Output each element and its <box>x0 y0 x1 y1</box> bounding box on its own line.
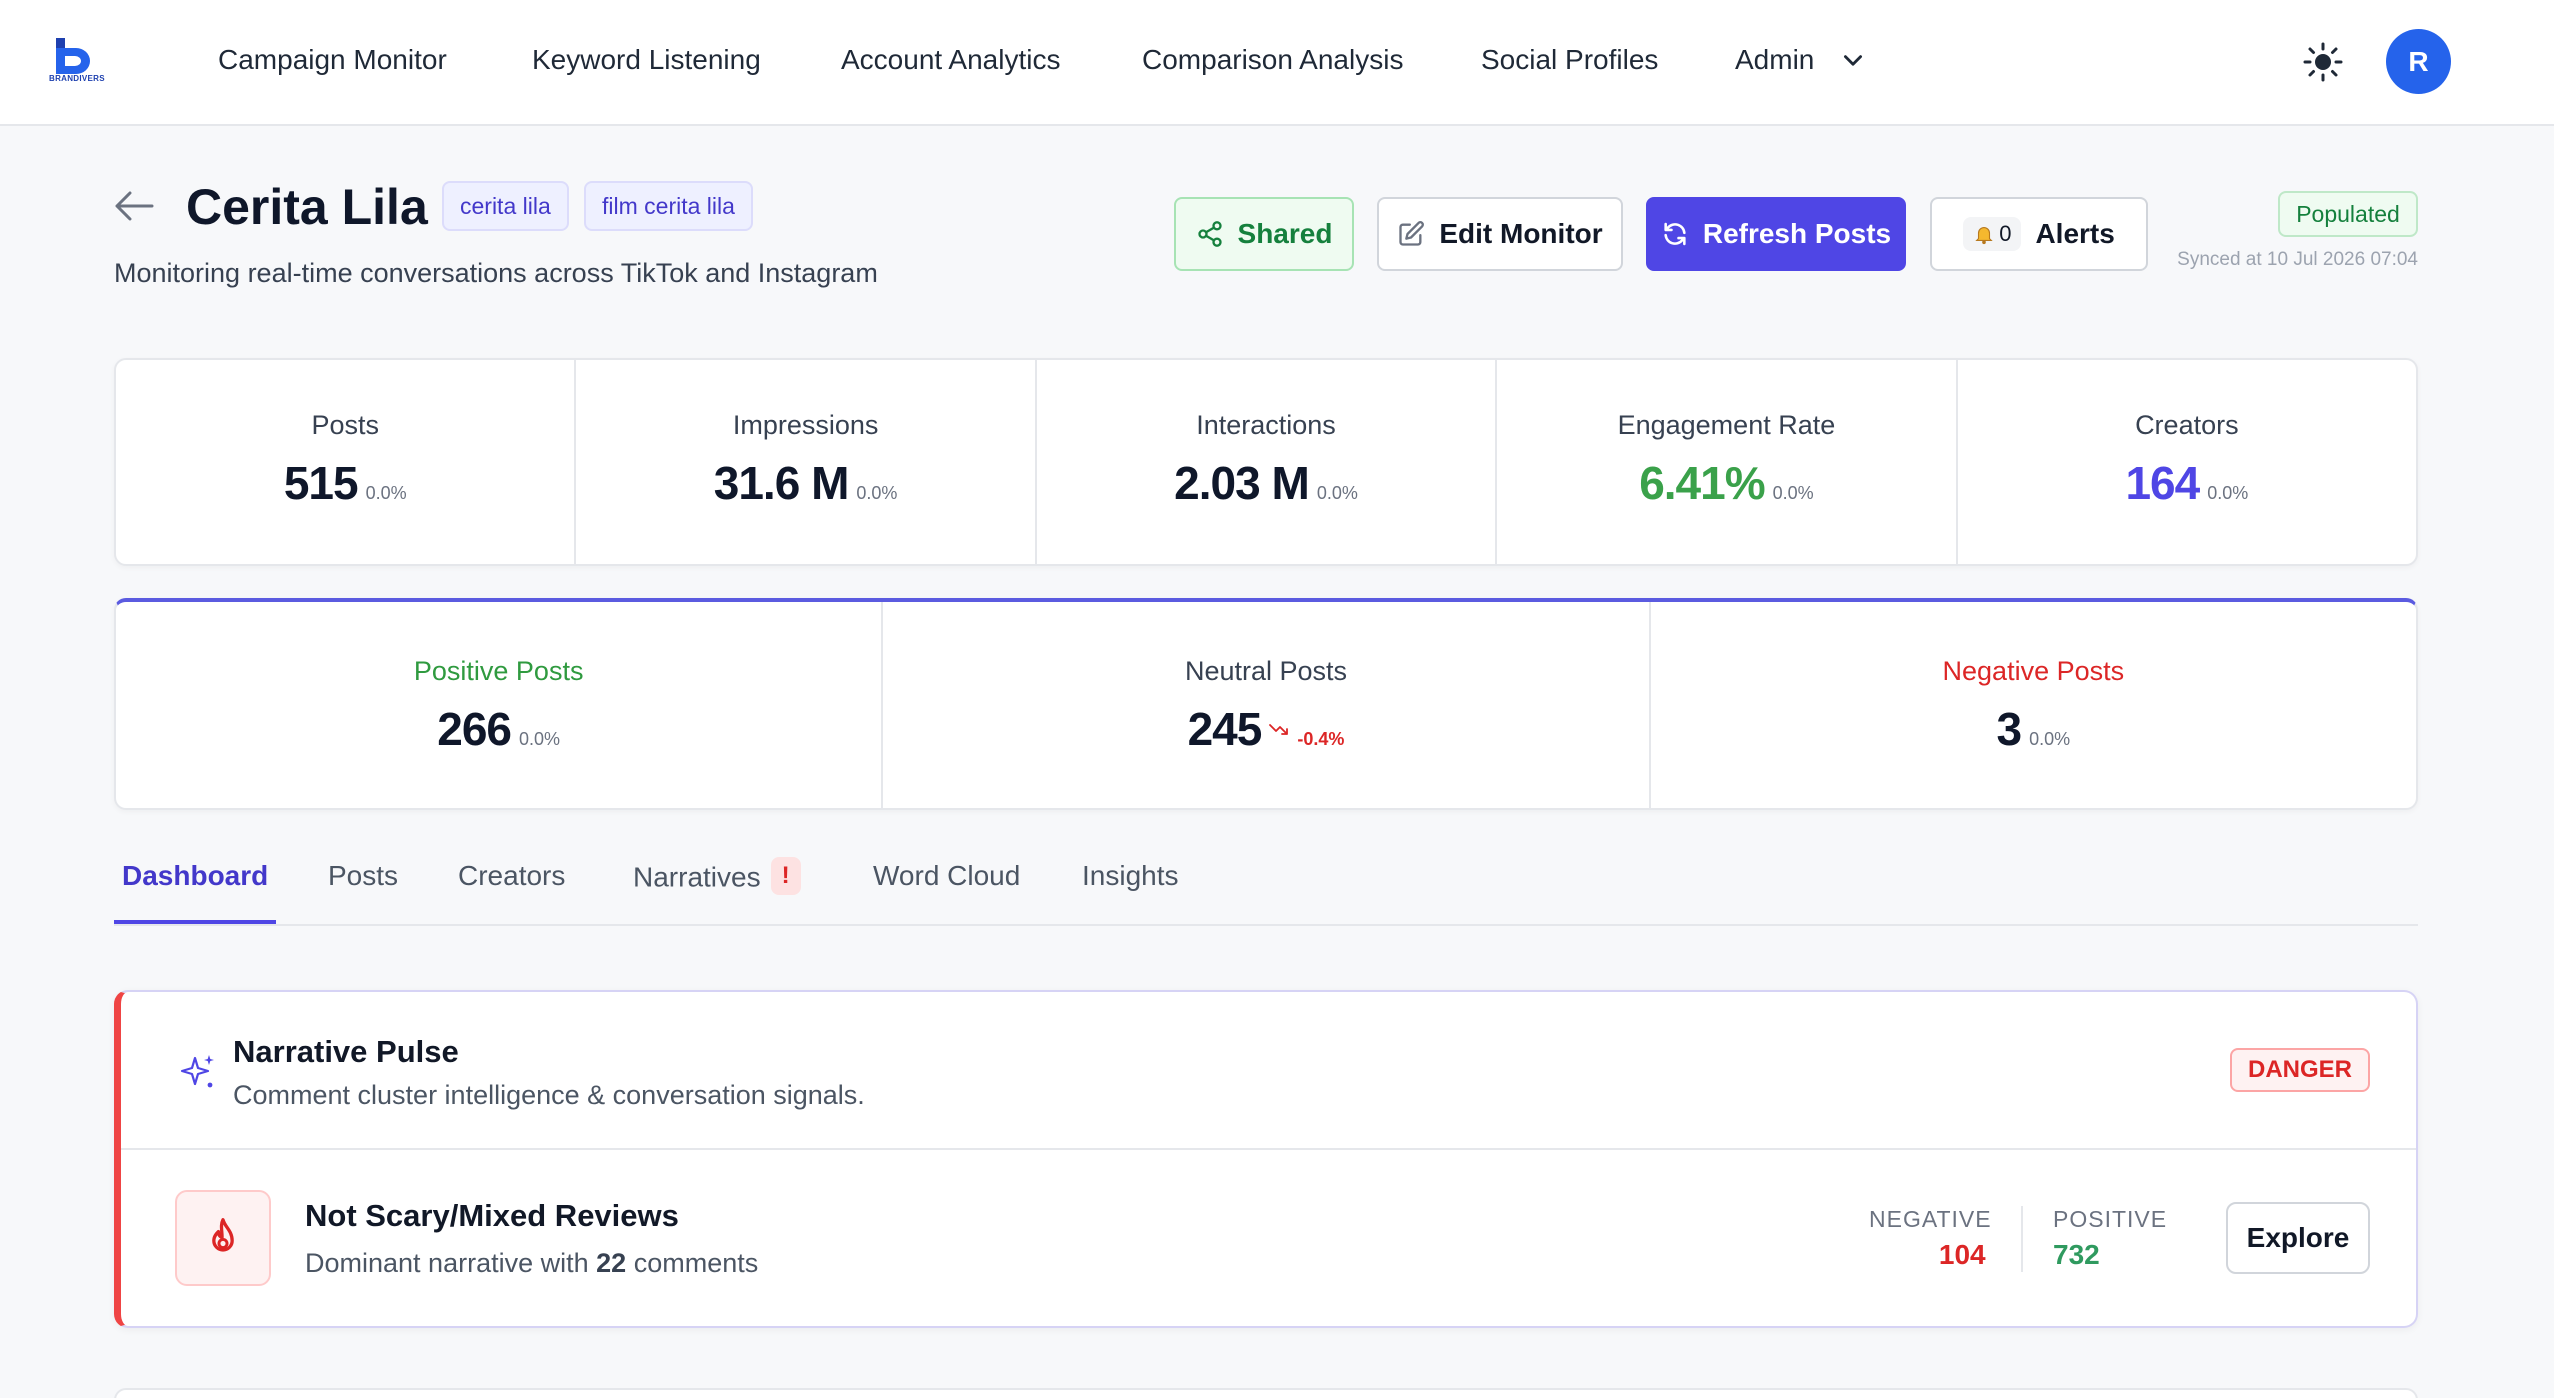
fire-icon <box>212 1218 234 1252</box>
explore-button[interactable]: Explore <box>2226 1202 2370 1274</box>
stat-change: 0.0% <box>2207 483 2249 503</box>
share-icon <box>1197 221 1222 247</box>
alerts-label: Alerts <box>2035 218 2115 249</box>
positive-metric: POSITIVE 732 <box>2053 1206 2167 1271</box>
nav-campaign-monitor[interactable]: Campaign Monitor <box>218 44 447 75</box>
tab-bar: Dashboard Posts Creators Narratives! Wor… <box>114 852 2418 926</box>
refresh-posts-label: Refresh Posts <box>1702 218 1892 249</box>
refresh-posts-button[interactable]: Refresh Posts <box>1646 197 1906 271</box>
page-title: Cerita Lila <box>186 179 428 235</box>
alerts-count: 0 <box>1999 221 2012 246</box>
positive-value: 732 <box>2053 1239 2100 1270</box>
metric-divider <box>2021 1206 2023 1272</box>
edit-icon <box>1399 221 1425 246</box>
negative-value: 104 <box>1938 1239 1986 1270</box>
stat-positive-posts: Positive Posts 266 0.0% <box>116 602 884 808</box>
alerts-button[interactable]: 0 Alerts <box>1930 197 2148 271</box>
shared-button-label: Shared <box>1237 218 1333 249</box>
sentiment-stats-card: Positive Posts 266 0.0% Neutral Posts 24… <box>114 598 2418 810</box>
warning-badge: ! <box>770 857 801 895</box>
user-avatar[interactable]: R <box>2386 29 2451 94</box>
stat-change: 0.0% <box>1316 483 1358 503</box>
nav-keyword-listening[interactable]: Keyword Listening <box>532 44 761 75</box>
keyword-tag: film cerita lila <box>584 181 753 231</box>
nav-account-analytics[interactable]: Account Analytics <box>841 44 1061 75</box>
stat-posts: Posts 515 0.0% <box>116 360 577 564</box>
pulse-title: Narrative Pulse <box>233 1034 459 1069</box>
chevron-down-icon[interactable] <box>1840 48 1866 74</box>
tab-posts[interactable]: Posts <box>328 860 399 891</box>
sparkles-icon <box>180 1055 214 1088</box>
page-subtitle: Monitoring real-time conversations acros… <box>114 258 878 288</box>
narrative-comment-count: 22 <box>596 1248 627 1278</box>
brandivers-logo[interactable] <box>50 38 114 86</box>
stat-change: 0.0% <box>856 483 898 503</box>
keyword-tag: cerita lila <box>442 181 569 231</box>
stat-change: 0.0% <box>365 483 407 503</box>
next-card-edge <box>114 1388 2418 1398</box>
summary-stats-card: Posts 515 0.0% Impressions 31.6 M 0.0% I… <box>114 358 2418 566</box>
status-badge: Populated <box>2278 191 2418 237</box>
negative-metric: NEGATIVE 104 <box>1869 1206 1992 1271</box>
narrative-sub-prefix: Dominant narrative with <box>305 1248 589 1278</box>
stat-creators: Creators 164 0.0% <box>1958 360 2416 564</box>
negative-label: NEGATIVE <box>1869 1206 1992 1232</box>
tab-insights[interactable]: Insights <box>1082 860 1179 891</box>
fire-icon-box <box>175 1190 271 1286</box>
stat-label: Negative Posts <box>1942 656 2125 686</box>
stat-interactions: Interactions 2.03 M 0.0% <box>1037 360 1498 564</box>
nav-admin[interactable]: Admin <box>1735 44 1815 75</box>
edit-monitor-label: Edit Monitor <box>1439 218 1603 249</box>
stat-change: -0.4% <box>1297 729 1345 749</box>
stat-label: Engagement Rate <box>1617 410 1836 440</box>
refresh-icon <box>1664 222 1686 246</box>
stat-label: Impressions <box>732 410 879 440</box>
narrative-title: Not Scary/Mixed Reviews <box>305 1198 679 1233</box>
tab-narratives[interactable]: Narratives! <box>633 857 801 924</box>
stat-change: 0.0% <box>519 729 561 749</box>
stat-value: 515 <box>283 457 359 509</box>
nav-comparison-analysis[interactable]: Comparison Analysis <box>1142 44 1404 75</box>
sun-icon[interactable] <box>2303 42 2343 82</box>
synced-timestamp: Synced at 10 Jul 2026 07:04 <box>2177 249 2418 270</box>
tab-dashboard[interactable]: Dashboard <box>114 860 277 924</box>
stat-label: Interactions <box>1196 410 1336 440</box>
trend-down-icon <box>1269 724 1289 735</box>
shared-button[interactable]: Shared <box>1174 197 1354 271</box>
stat-label: Creators <box>2135 410 2239 440</box>
stat-value: 31.6 M <box>713 457 850 509</box>
tab-creators[interactable]: Creators <box>458 860 566 891</box>
stat-value: 266 <box>437 703 512 755</box>
nav-social-profiles[interactable]: Social Profiles <box>1481 44 1659 75</box>
tab-word-cloud[interactable]: Word Cloud <box>873 860 1021 891</box>
stat-change: 0.0% <box>2029 729 2071 749</box>
stat-value: 6.41% <box>1639 457 1765 509</box>
tab-narratives-label: Narratives <box>633 861 761 893</box>
logo-text: BRANDIVERS <box>49 74 105 83</box>
stat-neutral-posts: Neutral Posts 245 -0.4% <box>883 602 1651 808</box>
alerts-count-badge: 0 <box>1963 217 2022 251</box>
pulse-subtitle: Comment cluster intelligence & conversat… <box>233 1080 865 1110</box>
stat-impressions: Impressions 31.6 M 0.0% <box>576 360 1037 564</box>
stat-change: 0.0% <box>1772 483 1814 503</box>
divider <box>121 1148 2416 1150</box>
stat-value: 164 <box>2125 457 2200 509</box>
narrative-sub-suffix: comments <box>633 1248 759 1278</box>
narrative-pulse-card: Narrative Pulse Comment cluster intellig… <box>114 990 2418 1328</box>
positive-label: POSITIVE <box>2053 1206 2168 1232</box>
stat-label: Neutral Posts <box>1184 656 1348 686</box>
top-navigation-bar: BRANDIVERS Campaign Monitor Keyword List… <box>0 0 2554 126</box>
danger-badge: DANGER <box>2229 1048 2370 1092</box>
stat-value: 2.03 M <box>1174 457 1310 509</box>
stat-label: Posts <box>311 410 379 440</box>
bell-icon <box>1975 227 1993 245</box>
stat-engagement-rate: Engagement Rate 6.41% 0.0% <box>1497 360 1958 564</box>
stat-value: 3 <box>1996 703 2023 755</box>
stat-value: 245 <box>1187 703 1263 755</box>
stat-negative-posts: Negative Posts 3 0.0% <box>1651 602 2416 808</box>
stat-label: Positive Posts <box>413 656 584 686</box>
narrative-subtitle: Dominant narrative with 22 comments <box>305 1248 758 1279</box>
back-arrow-icon[interactable] <box>112 188 156 224</box>
edit-monitor-button[interactable]: Edit Monitor <box>1377 197 1623 271</box>
